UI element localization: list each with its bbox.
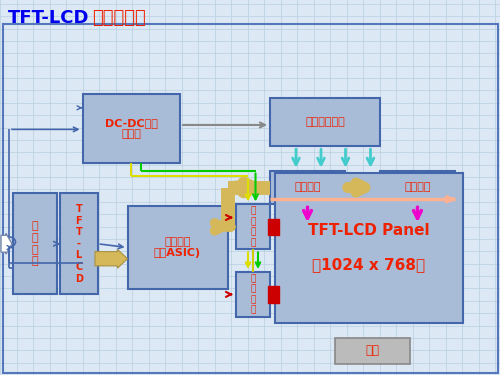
Text: 源驱动器: 源驱动器 [404, 183, 431, 192]
Text: 模块方框图: 模块方框图 [92, 9, 146, 27]
Text: T
F
T
-
L
C
D: T F T - L C D [75, 204, 83, 284]
FancyArrow shape [1, 233, 12, 254]
FancyBboxPatch shape [236, 204, 270, 249]
Text: TFT-LCD Panel

（1024 x 768）: TFT-LCD Panel （1024 x 768） [308, 223, 430, 272]
FancyBboxPatch shape [12, 193, 58, 294]
Text: 栅
驱
动
器: 栅 驱 动 器 [250, 274, 256, 315]
Text: 源驱动器: 源驱动器 [294, 183, 321, 192]
Text: 退出: 退出 [366, 344, 380, 357]
FancyBboxPatch shape [270, 98, 380, 146]
Text: TFT-LCD: TFT-LCD [8, 9, 89, 27]
Text: 栅
驱
动
器: 栅 驱 动 器 [250, 207, 256, 247]
FancyBboxPatch shape [82, 94, 180, 163]
FancyBboxPatch shape [380, 171, 455, 204]
FancyBboxPatch shape [236, 272, 270, 317]
Text: DC-DC电源
变换器: DC-DC电源 变换器 [105, 118, 158, 139]
FancyBboxPatch shape [275, 172, 462, 322]
Bar [268, 286, 278, 303]
Text: 灰度等级电压: 灰度等级电压 [305, 117, 345, 127]
FancyBboxPatch shape [128, 206, 228, 289]
FancyBboxPatch shape [270, 171, 345, 204]
Text: 模
块
接
口: 模 块 接 口 [32, 221, 38, 266]
Bar [268, 219, 278, 235]
FancyArrow shape [95, 249, 128, 268]
FancyBboxPatch shape [60, 193, 98, 294]
FancyBboxPatch shape [335, 338, 410, 364]
Text: 时序控制
器（ASIC): 时序控制 器（ASIC) [154, 237, 201, 258]
